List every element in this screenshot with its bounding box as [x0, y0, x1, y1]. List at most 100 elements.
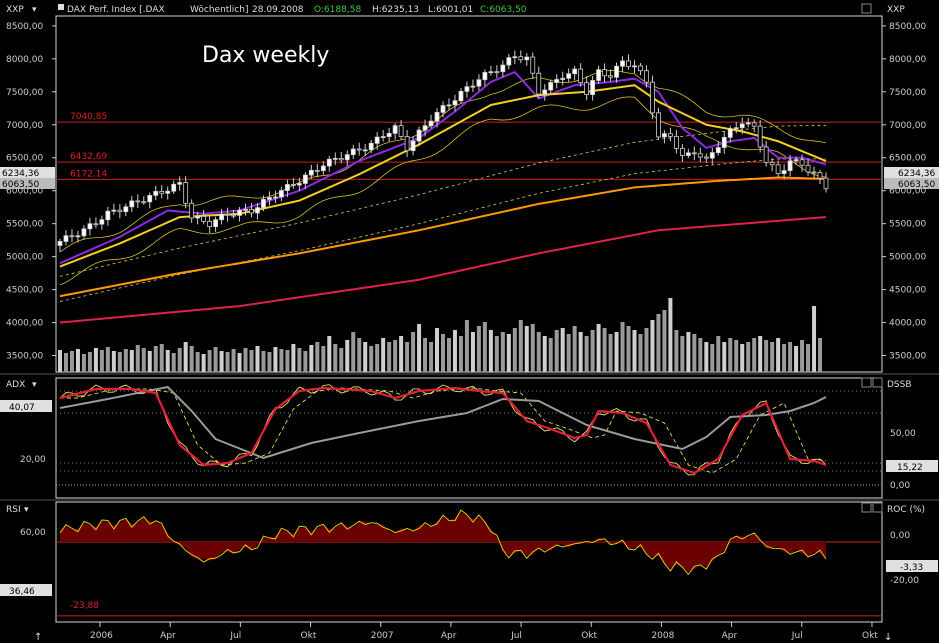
panel-border	[55, 15, 883, 373]
envelope-lower	[59, 96, 827, 286]
price-tick-label-left: 8000,00	[6, 55, 43, 65]
candle-body	[386, 132, 392, 137]
dropdown-arrow-icon[interactable]: ▾	[32, 5, 37, 15]
panel-menu-icon[interactable]	[861, 3, 872, 14]
candle-body	[57, 241, 63, 246]
ma-red-line	[59, 216, 827, 324]
candle-body	[500, 64, 506, 73]
rsi-value-badge: 36,46	[9, 587, 35, 597]
candle-body	[380, 136, 386, 138]
candle-body	[261, 199, 266, 209]
volume-bar	[716, 336, 721, 372]
volume-bar	[788, 342, 793, 372]
dssb-fast-line	[59, 384, 827, 476]
candle-body	[165, 190, 171, 194]
candle-body	[554, 79, 560, 83]
candle-body	[428, 120, 434, 127]
x-tick-label: Jul	[510, 631, 522, 641]
candle-body	[350, 148, 356, 156]
volume-bar	[207, 350, 212, 372]
rsi-panel-close-icon[interactable]	[872, 502, 883, 513]
adx-tick-label: 20,00	[20, 455, 46, 465]
volume-bar	[764, 340, 769, 372]
volume-bar	[620, 322, 625, 372]
volume-bar	[572, 326, 577, 372]
header-square-icon	[58, 4, 64, 10]
adx-panel-close-icon[interactable]	[872, 377, 883, 388]
candle-body	[512, 56, 518, 59]
volume-bar	[285, 350, 290, 372]
volume-bar	[458, 336, 463, 372]
x-tick-label: Okt	[862, 631, 878, 641]
candle-body	[685, 152, 691, 156]
volume-bar	[369, 346, 374, 372]
volume-bar	[488, 330, 493, 372]
dssb-value-badge: 15,22	[897, 463, 923, 473]
panel-border	[55, 377, 883, 499]
rsi-tick-label: 60,00	[20, 528, 46, 538]
volume-bar	[117, 352, 122, 372]
candle-body	[817, 172, 823, 179]
candle-body	[404, 136, 410, 152]
adx-label: ADX	[6, 380, 25, 390]
adx-panel-menu-icon[interactable]	[861, 377, 872, 388]
candle-body	[243, 208, 248, 211]
volume-bar	[399, 336, 404, 372]
volume-bar	[249, 350, 254, 372]
candle-body	[530, 56, 536, 74]
volume-bar	[81, 354, 86, 372]
scroll-down-arrow-icon[interactable]: ↓	[884, 632, 892, 643]
volume-bar	[680, 336, 685, 372]
volume-bar	[273, 347, 278, 372]
candle-body	[673, 135, 679, 149]
candle-body	[632, 65, 637, 68]
candle-body	[470, 85, 476, 88]
volume-bar	[111, 351, 116, 372]
x-tick-label: Okt	[581, 631, 597, 641]
volume-bar	[746, 342, 751, 372]
scroll-up-arrow-icon[interactable]: ↑	[34, 632, 42, 643]
adx-dropdown-icon[interactable]: ▾	[32, 380, 37, 390]
candle-body	[709, 152, 715, 159]
rsi-panel-menu-icon[interactable]	[861, 502, 872, 513]
candle-body	[135, 200, 141, 203]
candle-body	[338, 158, 344, 161]
dssb-line	[59, 386, 827, 475]
candle-body	[231, 214, 236, 217]
volume-bar	[147, 351, 152, 372]
candle-body	[225, 213, 230, 216]
volume-bar	[482, 322, 487, 372]
dashed-ma-lower	[59, 158, 827, 302]
volume-bar	[800, 340, 805, 372]
candle-body	[195, 215, 201, 219]
candle-body	[207, 220, 213, 228]
candle-body	[93, 223, 99, 226]
candle-body	[219, 213, 224, 221]
volume-bar	[644, 328, 649, 372]
x-tick-label: Jul	[791, 631, 803, 641]
candle-body	[458, 90, 464, 102]
adx-value-badge: 40,07	[9, 403, 35, 413]
candle-body	[314, 169, 320, 172]
candle-body	[488, 71, 494, 74]
volume-bar	[165, 350, 170, 372]
low-value: L:6001,01	[428, 5, 473, 15]
volume-bar	[494, 336, 499, 372]
volume-bar	[58, 350, 62, 372]
ma-orange-line	[59, 176, 827, 298]
candle-body	[153, 190, 159, 196]
volume-bar	[129, 350, 134, 372]
candle-body	[374, 136, 380, 144]
volume-bar	[794, 346, 799, 372]
x-tick-label: 2008	[651, 631, 674, 641]
rsi-dropdown-icon[interactable]: ▾	[24, 505, 29, 515]
left-close-badge: 6063,50	[2, 180, 39, 190]
volume-bar	[63, 353, 68, 372]
period-label: Wöchentlich]	[190, 5, 248, 15]
candle-body	[440, 105, 446, 113]
candle-body	[392, 125, 398, 134]
price-tick-label-left: 3500,00	[6, 352, 43, 362]
volume-bar	[470, 332, 475, 372]
price-tick-label-left: 5000,00	[6, 253, 43, 263]
